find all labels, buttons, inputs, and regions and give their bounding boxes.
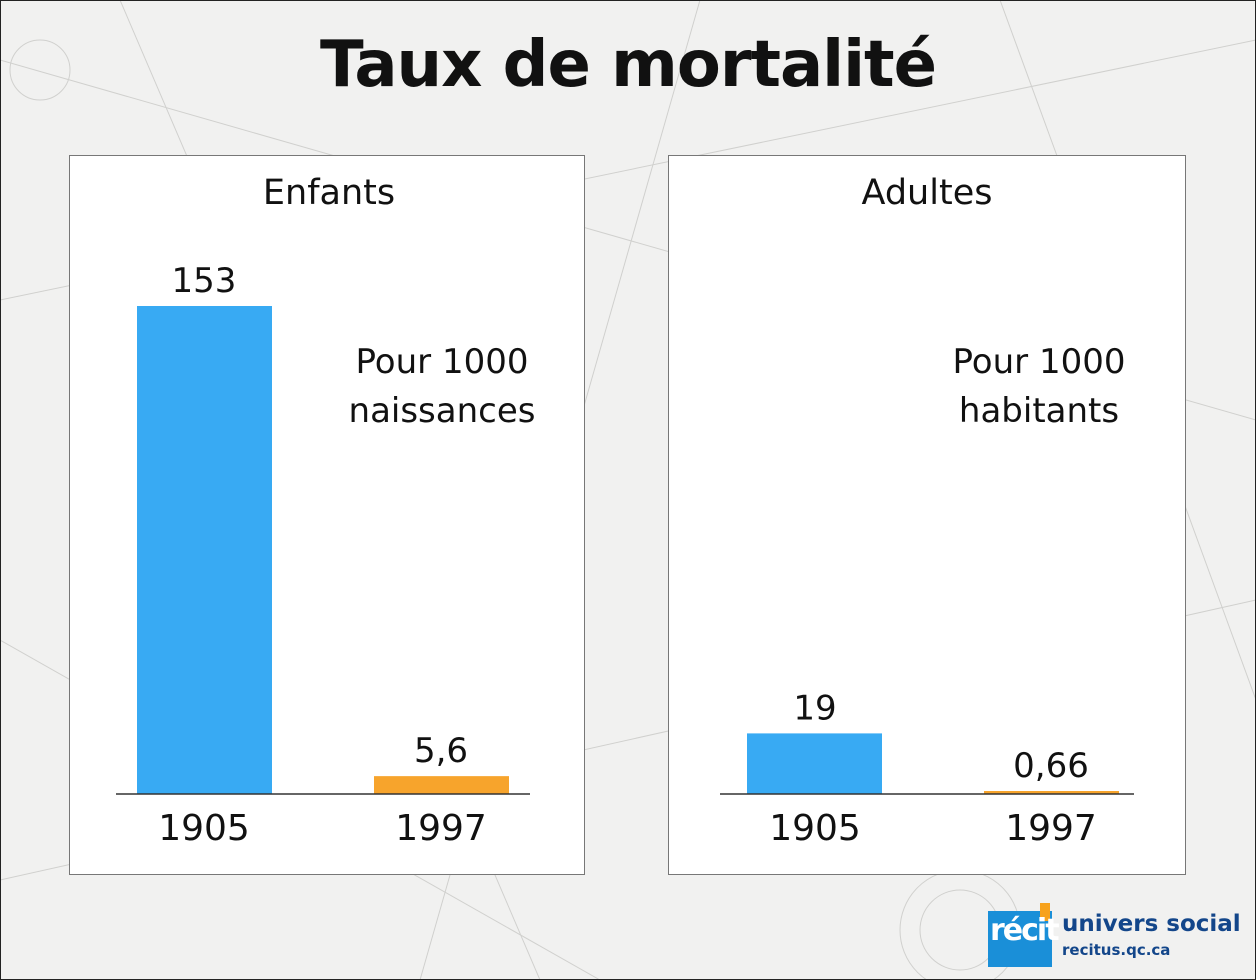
value-label-1997: 5,6 xyxy=(414,731,468,771)
value-label-1905: 153 xyxy=(172,261,237,301)
chart-enfants: Enfants Pour 1000 naissances 153 5,6 190… xyxy=(116,173,536,849)
chart-title: Adultes xyxy=(862,173,993,213)
category-label-1905: 1905 xyxy=(769,808,861,849)
bar-1997 xyxy=(984,791,1119,794)
logo-brand: récit xyxy=(990,913,1060,948)
chart-adultes: Adultes Pour 1000 habitants 19 0,66 1905… xyxy=(720,173,1134,849)
category-label-1997: 1997 xyxy=(1005,808,1097,849)
chart-note-line-1: Pour 1000 xyxy=(953,342,1126,382)
chart-note-line-2: naissances xyxy=(349,391,536,431)
chart-note-line-1: Pour 1000 xyxy=(356,342,529,382)
logo-name: univers social xyxy=(1062,911,1241,937)
chart-panel-adultes: Adultes Pour 1000 habitants 19 0,66 1905… xyxy=(668,155,1186,875)
chart-note-line-2: habitants xyxy=(959,391,1119,431)
bar-1905 xyxy=(747,733,882,794)
logo-url: recitus.qc.ca xyxy=(1062,941,1171,959)
category-label-1905: 1905 xyxy=(158,808,250,849)
bar-1997 xyxy=(374,776,509,794)
page-title: Taux de mortalité xyxy=(319,28,937,102)
value-label-1905: 19 xyxy=(793,688,836,728)
bar-1905 xyxy=(137,306,272,794)
category-label-1997: 1997 xyxy=(395,808,487,849)
chart-title: Enfants xyxy=(263,173,395,213)
logo-accent xyxy=(1040,903,1050,921)
recit-logo: récit univers social recitus.qc.ca xyxy=(988,903,1241,967)
chart-panel-enfants: Enfants Pour 1000 naissances 153 5,6 190… xyxy=(69,155,585,875)
value-label-1997: 0,66 xyxy=(1013,746,1089,786)
